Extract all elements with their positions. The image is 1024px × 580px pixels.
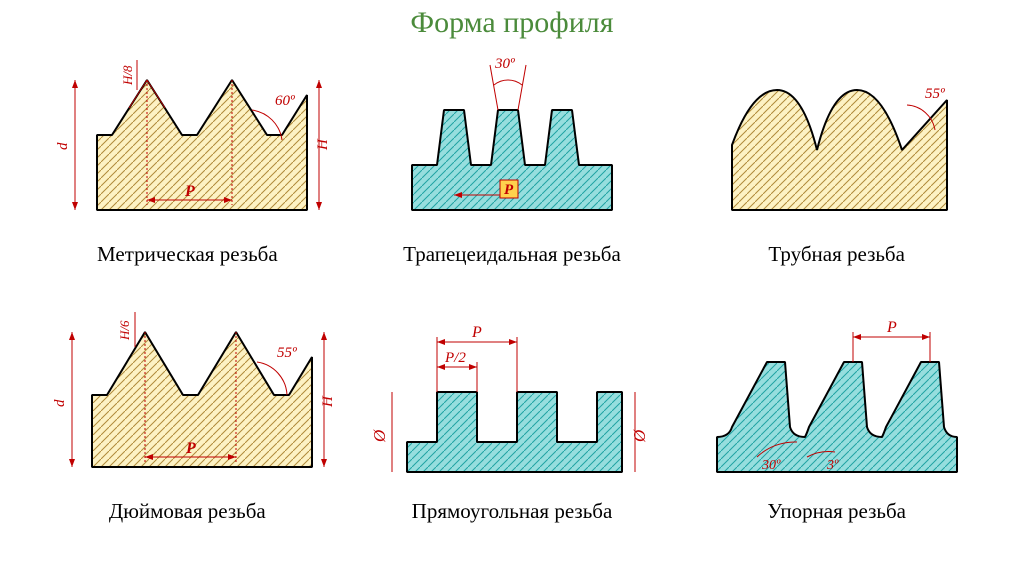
buttress-profile: P 30º 3º xyxy=(697,307,977,487)
pitch-label: P xyxy=(471,324,482,341)
height-label: H xyxy=(320,395,336,408)
rectangular-profile: P P/2 Ø Ø xyxy=(372,307,652,487)
half-pitch-label: P/2 xyxy=(444,350,466,366)
trunc-label: H/8 xyxy=(120,65,135,86)
cell-rectangular: P P/2 Ø Ø Прямоугольная резьба xyxy=(372,307,652,524)
angle3-label: 3º xyxy=(826,458,839,473)
inch-profile: 55º P H H/6 d xyxy=(37,307,337,487)
page-title: Форма профиля xyxy=(0,6,1024,40)
pipe-profile: 55º xyxy=(707,50,967,230)
caption-buttress: Упорная резьба xyxy=(767,499,906,524)
pitch-label: P xyxy=(886,319,897,336)
dia-label: d xyxy=(52,399,68,407)
pitch-label: P xyxy=(185,440,196,457)
metric-profile: 60º P H H/8 d xyxy=(37,50,337,230)
trunc-label: H/6 xyxy=(117,320,132,341)
angle30-label: 30º xyxy=(761,458,781,473)
caption-pipe: Трубная резьба xyxy=(768,242,905,267)
caption-metric: Метрическая резьба xyxy=(97,242,278,267)
cell-pipe: 55º Трубная резьба xyxy=(707,50,967,267)
trapezoidal-profile: 30º P xyxy=(382,50,642,230)
caption-trapezoidal: Трапецеидальная резьба xyxy=(403,242,621,267)
cell-trapezoidal: 30º P Трапецеидальная резьба xyxy=(382,50,642,267)
caption-inch: Дюймовая резьба xyxy=(109,499,266,524)
dia-label-left: Ø xyxy=(372,429,389,443)
cell-buttress: P 30º 3º Упорная резьба xyxy=(697,307,977,524)
pitch-label: P xyxy=(504,182,514,198)
cell-metric: 60º P H H/8 d Метрическая резьба xyxy=(37,50,337,267)
caption-rectangular: Прямоугольная резьба xyxy=(412,499,613,524)
angle-label: 55º xyxy=(925,86,945,102)
angle-label: 30º xyxy=(494,56,515,72)
dia-label: d xyxy=(55,142,71,150)
height-label: H xyxy=(315,138,331,151)
angle-label: 60º xyxy=(275,93,295,109)
angle-label: 55º xyxy=(277,345,297,361)
dia-label-right: Ø xyxy=(630,429,649,443)
profile-grid: 60º P H H/8 d Метрическая резьба xyxy=(0,40,1024,534)
cell-inch: 55º P H H/6 d Дюймовая резьба xyxy=(37,307,337,524)
pitch-label: P xyxy=(184,183,195,200)
